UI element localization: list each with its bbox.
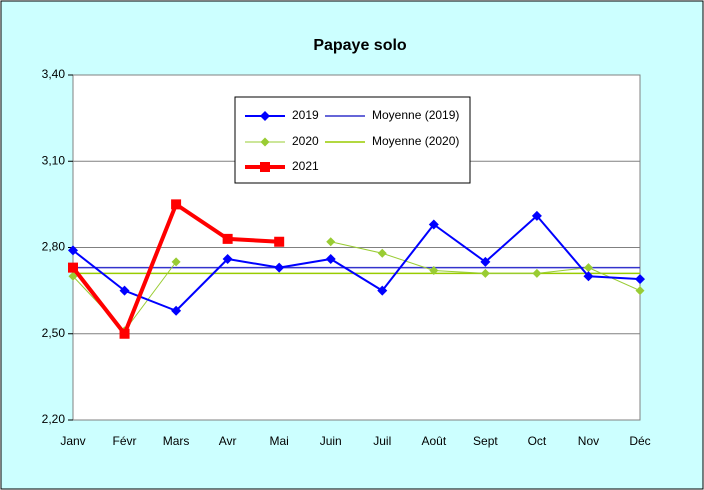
x-tick-label: Avr <box>219 434 237 448</box>
marker <box>68 271 78 281</box>
marker <box>171 257 181 267</box>
marker <box>583 263 593 273</box>
marker <box>583 271 594 282</box>
x-tick-label: Oct <box>528 434 547 448</box>
legend-label: Moyenne (2019) <box>372 108 459 122</box>
marker <box>532 268 542 278</box>
marker <box>274 262 285 273</box>
marker <box>171 305 182 316</box>
marker <box>171 199 182 210</box>
legend-label: 2020 <box>292 134 319 148</box>
marker <box>68 262 78 273</box>
marker <box>119 285 130 296</box>
marker <box>429 266 439 275</box>
x-tick-label: Sept <box>473 434 498 448</box>
chart-title: Papaye solo <box>313 37 407 54</box>
x-tick-label: Août <box>421 434 446 448</box>
marker <box>377 285 388 296</box>
marker <box>480 268 490 278</box>
x-tick-label: Juil <box>373 434 391 448</box>
x-tick-label: Févr <box>113 434 137 448</box>
marker <box>480 256 491 267</box>
x-tick-label: Déc <box>629 434 650 448</box>
y-tick-label: 2,80 <box>42 240 66 254</box>
marker <box>326 237 336 247</box>
y-tick-label: 3,10 <box>42 153 66 167</box>
legend-label: 2019 <box>292 108 319 122</box>
marker <box>274 236 285 247</box>
marker <box>260 111 270 121</box>
x-tick-label: Mars <box>163 434 190 448</box>
marker <box>377 248 387 258</box>
marker <box>222 233 233 244</box>
series-line <box>72 214 641 312</box>
marker <box>325 254 336 264</box>
marker <box>119 328 130 339</box>
x-tick-label: Janv <box>60 434 85 448</box>
marker <box>222 254 233 264</box>
marker <box>260 137 270 147</box>
y-tick-label: 3,40 <box>42 67 66 81</box>
x-tick-label: Nov <box>578 434 599 448</box>
marker <box>428 219 439 230</box>
x-tick-label: Juin <box>320 434 342 448</box>
marker <box>68 245 78 256</box>
y-tick-label: 2,20 <box>42 412 66 426</box>
marker <box>260 162 270 172</box>
legend-label: Moyenne (2020) <box>372 134 459 148</box>
legend-label: 2021 <box>292 159 319 173</box>
marker <box>635 286 645 296</box>
y-tick-label: 2,50 <box>42 326 66 340</box>
marker <box>635 274 645 285</box>
x-tick-label: Mai <box>270 434 289 448</box>
marker <box>531 210 542 221</box>
